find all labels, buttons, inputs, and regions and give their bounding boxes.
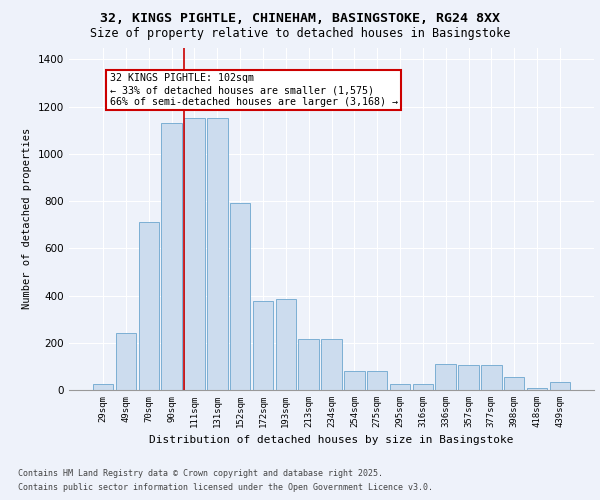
Bar (275, 299, 296, 390)
Bar (253, 302, 273, 390)
Bar (344, 371, 365, 390)
Text: Contains HM Land Registry data © Crown copyright and database right 2025.: Contains HM Land Registry data © Crown c… (18, 468, 383, 477)
Y-axis label: Number of detached properties: Number of detached properties (22, 128, 32, 310)
Bar (390, 384, 410, 390)
Bar (139, 222, 159, 390)
Bar (230, 204, 250, 390)
Bar (116, 334, 136, 390)
Bar (184, 118, 205, 390)
Bar (298, 339, 319, 390)
Bar (458, 365, 479, 390)
Bar (436, 364, 456, 390)
Bar (550, 382, 570, 390)
Bar (413, 384, 433, 390)
Bar (321, 339, 342, 390)
Bar (93, 384, 113, 390)
Bar (207, 118, 227, 390)
Bar (367, 371, 388, 390)
Bar (161, 123, 182, 390)
X-axis label: Distribution of detached houses by size in Basingstoke: Distribution of detached houses by size … (149, 436, 514, 446)
Text: Size of property relative to detached houses in Basingstoke: Size of property relative to detached ho… (90, 28, 510, 40)
Bar (481, 365, 502, 390)
Text: 32, KINGS PIGHTLE, CHINEHAM, BASINGSTOKE, RG24 8XX: 32, KINGS PIGHTLE, CHINEHAM, BASINGSTOKE… (100, 12, 500, 26)
Text: 32 KINGS PIGHTLE: 102sqm
← 33% of detached houses are smaller (1,575)
66% of sem: 32 KINGS PIGHTLE: 102sqm ← 33% of detach… (110, 74, 398, 106)
Bar (527, 388, 547, 390)
Text: Contains public sector information licensed under the Open Government Licence v3: Contains public sector information licen… (18, 484, 433, 492)
Bar (504, 377, 524, 390)
